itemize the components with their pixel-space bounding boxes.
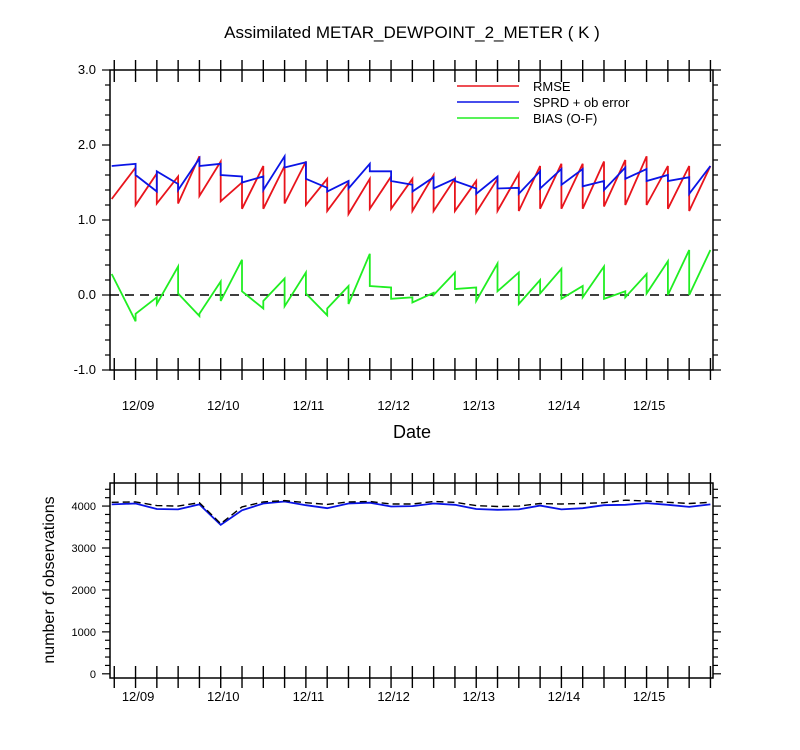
- bottom-x-tick-label: 12/09: [122, 689, 155, 704]
- bottom-y-tick-label: 3000: [72, 543, 96, 555]
- chart-title: Assimilated METAR_DEWPOINT_2_METER ( K ): [224, 23, 600, 42]
- bottom-x-tick-label: 12/13: [463, 689, 496, 704]
- legend-label-sprd: SPRD + ob error: [533, 95, 630, 110]
- top-plot: -1.00.01.02.03.0 12/09 12/10 12/11 12/12 12/…: [74, 60, 721, 442]
- top-x-tick-label: 12/14: [548, 398, 581, 413]
- bottom-y-tick-label: 2000: [72, 585, 96, 597]
- top-ticks: [102, 60, 721, 380]
- legend: RMSE SPRD + ob error BIAS (O-F): [457, 79, 630, 126]
- top-series-bias-o-f: [110, 249, 712, 322]
- top-x-tick-labels: 12/09 12/10 12/11 12/12 12/13 12/14 12/15: [122, 398, 666, 413]
- bottom-y-tick-label: 0: [90, 669, 96, 681]
- bottom-x-tick-label: 12/11: [293, 689, 325, 704]
- legend-label-bias: BIAS (O-F): [533, 111, 597, 126]
- bottom-series-assimilated-observations: [111, 500, 711, 527]
- top-x-tick-label: 12/11: [293, 398, 325, 413]
- bottom-series-group: [111, 499, 711, 527]
- bottom-x-tick-label: 12/15: [633, 689, 666, 704]
- top-y-tick-label: 1.0: [78, 212, 96, 227]
- bottom-y-axis-label: number of observations: [41, 496, 58, 663]
- top-y-tick-labels: -1.0 0.0 1.0 2.0 3.0: [74, 62, 96, 377]
- top-y-tick-label: -1.0: [74, 362, 96, 377]
- bottom-y-tick-label: 4000: [72, 501, 96, 513]
- top-x-tick-label: 12/10: [207, 398, 240, 413]
- top-plot-frame: [109, 69, 714, 371]
- top-x-axis-label: Date: [393, 422, 431, 442]
- bottom-y-tick-labels: 0 1000 2000 3000 4000: [72, 501, 96, 681]
- top-x-tick-label: 12/12: [377, 398, 410, 413]
- legend-label-rmse: RMSE: [533, 79, 571, 94]
- top-y-tick-label: 3.0: [78, 62, 96, 77]
- top-series-sprd-ob-error: [111, 153, 712, 197]
- top-x-tick-label: 12/09: [122, 398, 155, 413]
- bottom-ticks: [102, 473, 721, 688]
- top-y-tick-label: 0.0: [78, 287, 96, 302]
- bottom-plot-frame: [109, 482, 714, 679]
- bottom-y-tick-label: 1000: [72, 627, 96, 639]
- top-series-group: [110, 153, 712, 322]
- top-x-tick-label: 12/13: [463, 398, 496, 413]
- bottom-x-tick-label: 12/12: [377, 689, 410, 704]
- top-y-tick-label: 2.0: [78, 137, 96, 152]
- top-x-tick-label: 12/15: [633, 398, 666, 413]
- bottom-x-tick-label: 12/14: [548, 689, 581, 704]
- bottom-x-tick-label: 12/10: [207, 689, 240, 704]
- bottom-series-possible-observations: [111, 499, 711, 525]
- bottom-x-tick-labels: 12/09 12/10 12/11 12/12 12/13 12/14 12/15: [122, 689, 666, 704]
